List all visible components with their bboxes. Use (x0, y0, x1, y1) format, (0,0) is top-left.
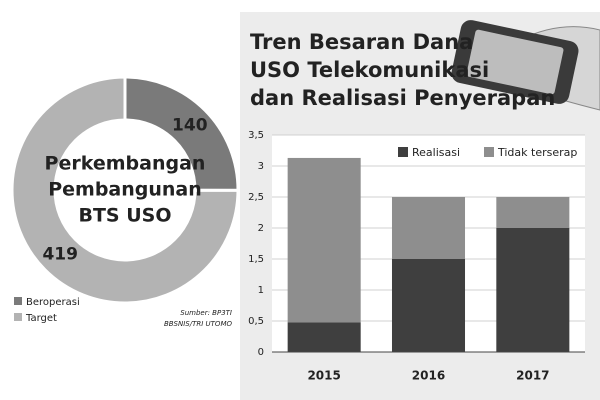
bar-segment (496, 197, 570, 228)
bar-segment (391, 259, 466, 352)
y-tick-label: 1 (258, 285, 264, 296)
legend-label: Target (25, 313, 57, 324)
chart-title: USO Telekomunikasi (250, 58, 489, 82)
legend-swatch (398, 147, 408, 157)
slice-label: 140 (172, 115, 208, 135)
slice-label: 419 (42, 245, 78, 265)
legend-label: Tidak terserap (497, 146, 577, 159)
y-tick-label: 3 (258, 161, 264, 172)
legend-swatch (14, 313, 22, 321)
x-tick-label: 2015 (307, 369, 340, 383)
x-tick-label: 2016 (412, 369, 445, 383)
chart-title: Tren Besaran Dana (250, 30, 473, 54)
y-tick-label: 2 (258, 223, 264, 234)
y-tick-label: 3,5 (248, 130, 264, 141)
bar-segment (496, 228, 570, 352)
donut-title: BTS USO (78, 205, 171, 227)
x-tick-label: 2017 (516, 369, 549, 383)
bar-segment (287, 322, 361, 352)
legend-label: Beroperasi (26, 297, 80, 308)
source-note: BBSNIS/TRI UTOMO (164, 320, 233, 328)
y-tick-label: 0,5 (248, 316, 264, 327)
donut-title: Pembangunan (48, 179, 202, 201)
legend-label: Realisasi (412, 146, 460, 159)
donut-title: Perkembangan (45, 153, 206, 175)
source-note: Sumber: BP3TI (180, 309, 232, 317)
chart-title: dan Realisasi Penyerapan (250, 86, 555, 110)
legend-swatch (484, 147, 494, 157)
legend-swatch (14, 297, 22, 305)
y-tick-label: 1,5 (248, 254, 264, 265)
phone-illustration (451, 20, 600, 111)
y-tick-label: 2,5 (248, 192, 264, 203)
bar-segment (391, 197, 466, 259)
y-tick-label: 0 (258, 347, 264, 358)
donut-slice (123, 75, 240, 192)
bar-segment (287, 157, 361, 323)
donut-slice (10, 75, 240, 305)
